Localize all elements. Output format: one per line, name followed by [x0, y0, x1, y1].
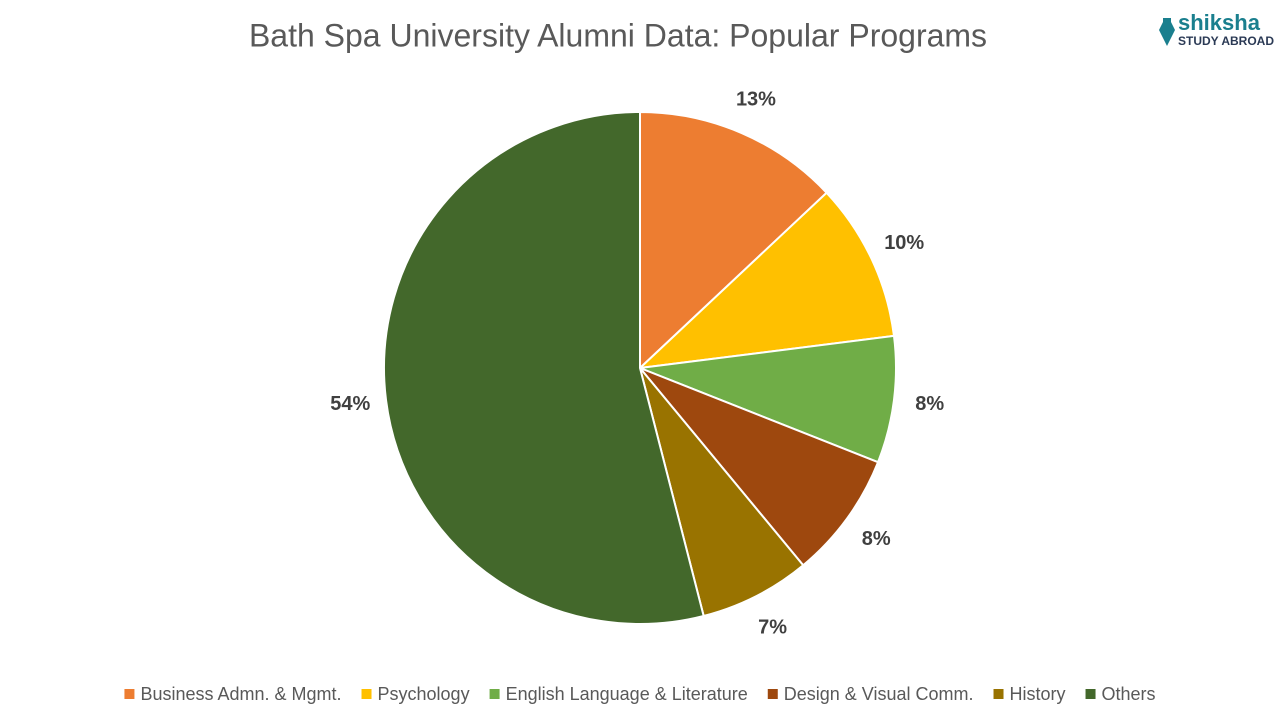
chart-title: Bath Spa University Alumni Data: Popular… [249, 17, 987, 53]
legend-swatch [124, 689, 135, 699]
data-label: 7% [758, 616, 787, 638]
legend-swatch [993, 689, 1004, 699]
legend-swatch [489, 689, 500, 699]
pie-slice [637, 191, 896, 370]
data-label: 8% [862, 528, 891, 550]
legend-swatch [767, 689, 778, 699]
legend-label: Psychology [378, 684, 470, 704]
pie-slice [639, 110, 829, 371]
logo: shiksha STUDY ABROAD [1159, 10, 1274, 48]
pie: 13% 10% 8% 8% 7% 54% [330, 88, 944, 638]
logo-tagline: STUDY ABROAD [1178, 34, 1274, 48]
data-label: 54% [330, 393, 370, 415]
pie-slice [639, 334, 897, 464]
legend-label: Others [1102, 684, 1156, 704]
legend-label: English Language & Literature [506, 684, 748, 704]
logo-name: shiksha [1178, 10, 1261, 35]
legend-swatch [361, 689, 372, 699]
data-label: 13% [736, 88, 776, 110]
legend-swatch [1085, 689, 1096, 699]
pie-slice [639, 367, 880, 567]
data-label: 10% [884, 232, 924, 254]
legend: Business Admn. & Mgmt. Psychology English … [124, 684, 1156, 704]
pie-slice [639, 367, 805, 618]
pie-slice [383, 110, 705, 625]
legend-label: Design & Visual Comm. [784, 684, 974, 704]
legend-label: History [1010, 684, 1066, 704]
legend-label: Business Admn. & Mgmt. [140, 684, 341, 704]
logo-icon [1159, 18, 1175, 46]
data-label: 8% [915, 393, 944, 415]
